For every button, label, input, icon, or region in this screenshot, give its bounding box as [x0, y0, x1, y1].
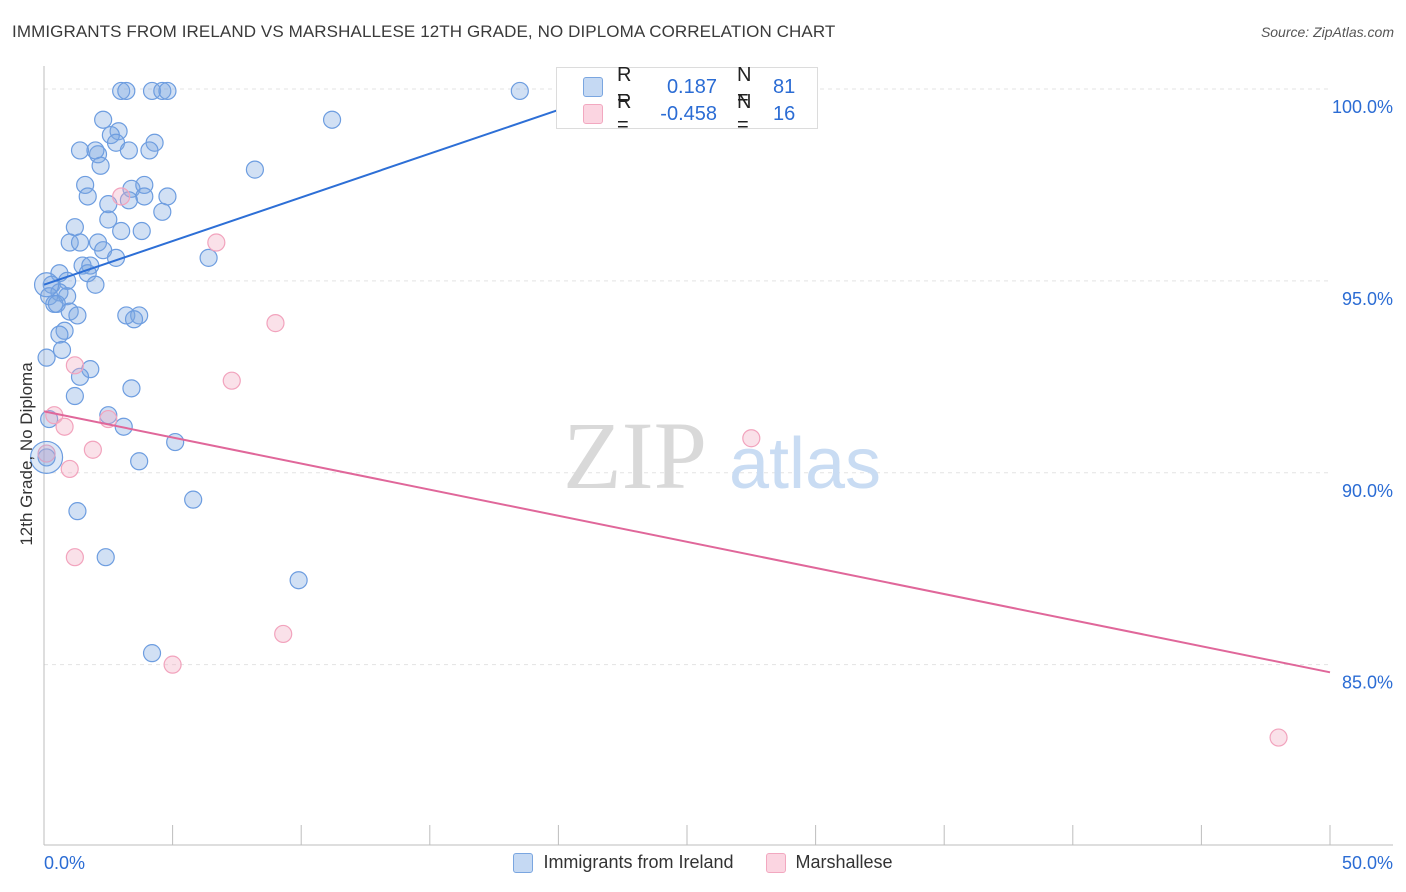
data-point: [142, 81, 162, 101]
data-point: [52, 340, 72, 360]
data-point: [86, 275, 105, 294]
watermark-atlas: atlas: [729, 424, 881, 504]
axes: [43, 66, 1393, 846]
source-label: Source: ZipAtlas.com: [1260, 24, 1394, 40]
data-point: [158, 81, 177, 101]
data-point: [60, 233, 79, 252]
r-label: R =: [617, 91, 632, 136]
data-point: [122, 379, 141, 398]
data-point: [207, 233, 226, 252]
data-point: [94, 110, 113, 129]
data-point: [289, 571, 308, 590]
data-point: [96, 548, 115, 567]
watermark: ZIP atlas: [563, 402, 881, 509]
data-point: [65, 386, 84, 406]
data-point: [199, 248, 218, 267]
data-point: [124, 310, 144, 329]
chart-title: IMMIGRANTS FROM IRELAND VS MARSHALLESE 1…: [12, 22, 836, 41]
r-value: 0.187: [666, 75, 717, 98]
data-point: [510, 81, 529, 101]
data-point: [742, 429, 761, 448]
data-point: [91, 156, 110, 175]
data-point: [112, 221, 131, 241]
data-point: [163, 655, 182, 674]
data-point: [37, 348, 56, 367]
data-point: [135, 187, 154, 206]
data-point: [83, 440, 102, 459]
data-point: [274, 624, 293, 644]
legend-swatch-ireland: [513, 852, 534, 873]
data-point: [119, 141, 138, 160]
data-point: [130, 452, 149, 471]
data-point: [70, 367, 90, 386]
legend-item-ireland[interactable]: Immigrants from Ireland: [513, 852, 734, 873]
r-value: -0.458: [660, 102, 717, 125]
data-point: [1269, 728, 1288, 747]
data-point: [65, 218, 84, 237]
data-point: [117, 81, 136, 101]
data-point: [112, 187, 131, 206]
watermark-zip: ZIP: [563, 402, 707, 509]
trend-line: [43, 107, 564, 286]
chart-legend: Immigrants from Ireland Marshallese: [0, 852, 1406, 873]
data-point: [142, 644, 162, 663]
y-tick-label: 100.0%: [1332, 97, 1393, 117]
n-label: N =: [737, 64, 752, 109]
y-tick-label: 85.0%: [1342, 673, 1393, 693]
y-axis-label: 12th Grade, No Diploma: [17, 362, 36, 546]
legend-label-ireland: Immigrants from Ireland: [543, 852, 734, 872]
data-point: [29, 440, 64, 475]
data-point: [65, 356, 84, 375]
data-point: [158, 187, 177, 206]
data-point: [266, 314, 285, 333]
legend-label-marshallese: Marshallese: [795, 852, 893, 872]
trend-lines: [43, 107, 1331, 674]
x-tick-label: 0.0%: [44, 853, 85, 873]
data-point: [68, 306, 87, 325]
data-point: [68, 502, 87, 521]
data-point: [184, 490, 203, 509]
n-value: 16: [773, 102, 796, 125]
data-point: [70, 233, 90, 252]
stats-swatch-ireland: [583, 77, 603, 97]
r-label: R =: [617, 64, 632, 109]
n-value: 81: [773, 75, 796, 98]
data-point: [140, 141, 159, 160]
data-point: [222, 371, 241, 390]
data-point: [37, 444, 56, 463]
legend-item-marshallese[interactable]: Marshallese: [765, 852, 893, 873]
data-point: [50, 325, 69, 344]
data-point: [37, 448, 56, 467]
data-point: [86, 141, 105, 160]
data-point: [112, 81, 131, 101]
data-point: [153, 202, 172, 221]
data-point: [132, 221, 151, 241]
stats-swatch-marshallese: [583, 104, 603, 124]
n-label: N =: [737, 91, 752, 136]
data-point: [245, 160, 265, 179]
y-tick-label: 90.0%: [1342, 481, 1393, 501]
data-point: [99, 210, 118, 229]
data-point: [60, 459, 79, 479]
data-point: [65, 548, 84, 567]
tick-labels: 100.0% 95.0% 90.0% 85.0% 0.0% 50.0%: [44, 97, 1393, 873]
data-points: [29, 81, 1288, 747]
legend-swatch-marshallese: [765, 852, 786, 873]
trend-line: [43, 410, 1331, 674]
data-point: [70, 141, 90, 160]
stats-legend-box: R = 0.187 N = 81 R = -0.458 N = 16: [556, 64, 818, 136]
x-tick-label: 50.0%: [1342, 853, 1393, 873]
data-point: [76, 175, 95, 195]
data-point: [78, 187, 97, 206]
data-point: [55, 417, 74, 436]
y-tick-label: 95.0%: [1342, 289, 1393, 309]
data-point: [322, 110, 342, 129]
data-point: [153, 81, 172, 101]
